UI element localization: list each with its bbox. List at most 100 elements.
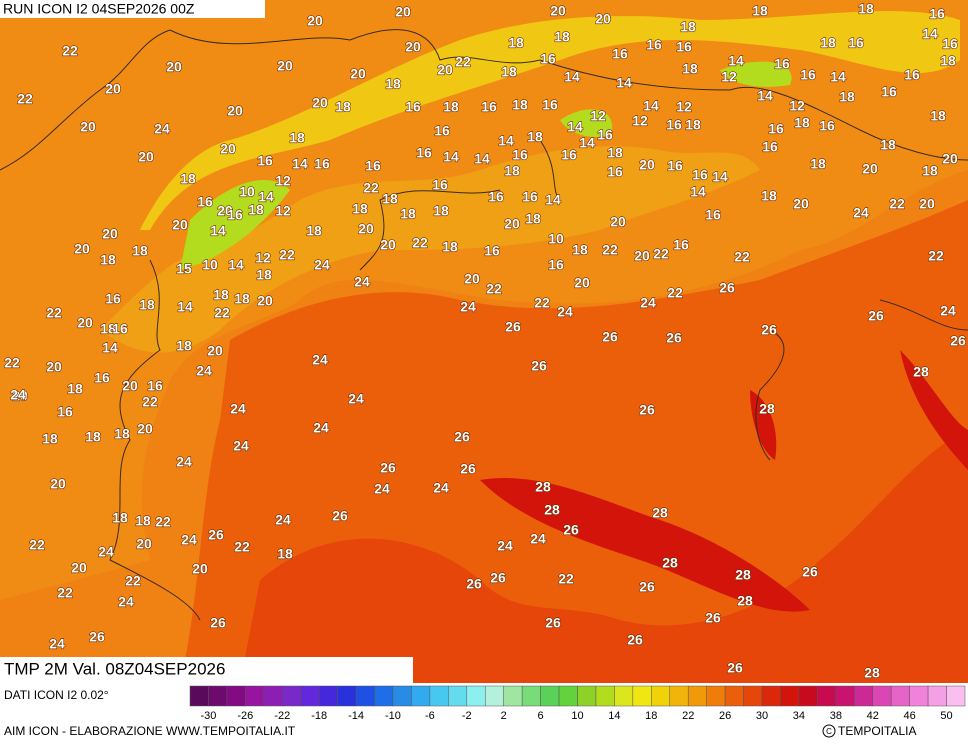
- temperature-label: 26: [531, 358, 547, 374]
- temperature-label: 24: [49, 636, 65, 652]
- temperature-label: 20: [136, 536, 152, 552]
- temperature-label: 20: [550, 3, 566, 19]
- temperature-label: 18: [256, 267, 272, 283]
- temperature-label: 24: [374, 481, 390, 497]
- source-label: DATI ICON I2 0.02°: [4, 688, 109, 702]
- credit-label: AIM ICON - ELABORAZIONE WWW.TEMPOITALIA.…: [4, 724, 296, 738]
- colorbar-tick-label: -22: [274, 710, 290, 722]
- colorbar-box: [798, 685, 818, 707]
- temperature-label: 18: [42, 431, 58, 447]
- temperature-label: 18: [685, 117, 701, 133]
- temperature-label: 16: [488, 189, 504, 205]
- temperature-label: 20: [464, 271, 480, 287]
- temperature-label: 12: [255, 250, 271, 266]
- temperature-label: 22: [558, 571, 574, 587]
- temperature-label: 28: [652, 505, 668, 521]
- colorbar-box: [558, 685, 578, 707]
- colorbar-tick-label: 38: [830, 710, 842, 722]
- temperature-label: 26: [490, 570, 506, 586]
- temperature-label: 20: [137, 421, 153, 437]
- temperature-label: 28: [864, 665, 880, 681]
- temperature-label: 16: [692, 167, 708, 183]
- temperature-label: 24: [154, 121, 170, 137]
- colorbar-tick-label: 46: [904, 710, 916, 722]
- colorbar-box: [448, 685, 468, 707]
- temperature-label: 14: [728, 53, 744, 69]
- temperature-label: 16: [762, 139, 778, 155]
- colorbar-tick-label: 34: [793, 710, 805, 722]
- temperature-label: 22: [214, 305, 230, 321]
- logo-label: TEMPOITALIA: [838, 724, 916, 738]
- temperature-label: 22: [889, 196, 905, 212]
- temperature-label: 16: [57, 404, 73, 420]
- temperature-label: 16: [774, 56, 790, 72]
- temperature-label: 10: [239, 184, 255, 200]
- temperature-label: 12: [676, 99, 692, 115]
- temperature-label: 26: [639, 579, 655, 595]
- temperature-label: 14: [922, 26, 938, 42]
- temperature-label: 20: [919, 196, 935, 212]
- temperature-label: 24: [557, 304, 573, 320]
- temperature-label: 28: [662, 555, 678, 571]
- temperature-label: 18: [839, 89, 855, 105]
- temperature-label: 26: [545, 615, 561, 631]
- temperature-label: 18: [820, 35, 836, 51]
- temperature-label: 20: [192, 561, 208, 577]
- temperature-label: 18: [277, 546, 293, 562]
- copyright-icon: [822, 724, 836, 738]
- temperature-label: 24: [640, 295, 656, 311]
- temperature-label: 24: [314, 257, 330, 273]
- temperature-label: 24: [176, 454, 192, 470]
- field-box: [0, 657, 413, 683]
- temperature-label: 18: [940, 53, 956, 69]
- colorbar-box: [743, 685, 763, 707]
- colorbar-box: [411, 685, 431, 707]
- temperature-label: 18: [572, 242, 588, 258]
- temperature-label: 22: [142, 394, 158, 410]
- run-label: RUN ICON I2 04SEP2026 00Z: [3, 1, 195, 17]
- temperature-label: 18: [752, 3, 768, 19]
- sea: [240, 430, 968, 683]
- colorbar-box: [282, 685, 301, 707]
- alps-mid: [100, 146, 760, 353]
- temperature-label: 22: [29, 537, 45, 553]
- borders: [0, 29, 968, 621]
- temperature-label: 16: [484, 243, 500, 259]
- temperature-label: 24: [460, 299, 476, 315]
- temperature-label: 20: [80, 119, 96, 135]
- temperature-label: 26: [210, 615, 226, 631]
- temperature-label: 18: [382, 191, 398, 207]
- colorbar-box: [724, 685, 744, 707]
- temperature-label: 18: [433, 203, 449, 219]
- colorbar-tick-label: 2: [501, 710, 507, 722]
- colorbar-box: [946, 685, 966, 707]
- colorbar-box: [245, 685, 265, 707]
- temperature-label: 16: [561, 147, 577, 163]
- temperature-label: 24: [98, 544, 114, 560]
- temperature-label: 24: [312, 352, 328, 368]
- colorbar-tick-label: -26: [237, 710, 253, 722]
- colorbar-box: [392, 685, 412, 707]
- temperature-label: 14: [292, 156, 308, 172]
- temperature-label: 26: [761, 322, 777, 338]
- temperature-label: 24: [497, 538, 513, 554]
- temperature-label: 16: [434, 123, 450, 139]
- temperature-label: 20: [312, 95, 328, 111]
- temperature-label: 18: [67, 381, 83, 397]
- temperature-label: 16: [94, 370, 110, 386]
- colorbar-box: [632, 685, 652, 707]
- temperature-label: 28: [735, 567, 751, 583]
- temperature-label: 26: [802, 564, 818, 580]
- temperature-label: 14: [228, 257, 244, 273]
- temperature-label: 16: [416, 145, 432, 161]
- temperature-label: 16: [597, 127, 613, 143]
- temperature-label: 16: [512, 147, 528, 163]
- temperature-label: 26: [332, 508, 348, 524]
- temperature-label: 18: [508, 35, 524, 51]
- temperature-label: 14: [102, 340, 118, 356]
- temperature-label: 16: [147, 378, 163, 394]
- temperature-label: 20: [358, 221, 374, 237]
- temperature-label: 26: [460, 461, 476, 477]
- temperature-label: 20: [504, 216, 520, 232]
